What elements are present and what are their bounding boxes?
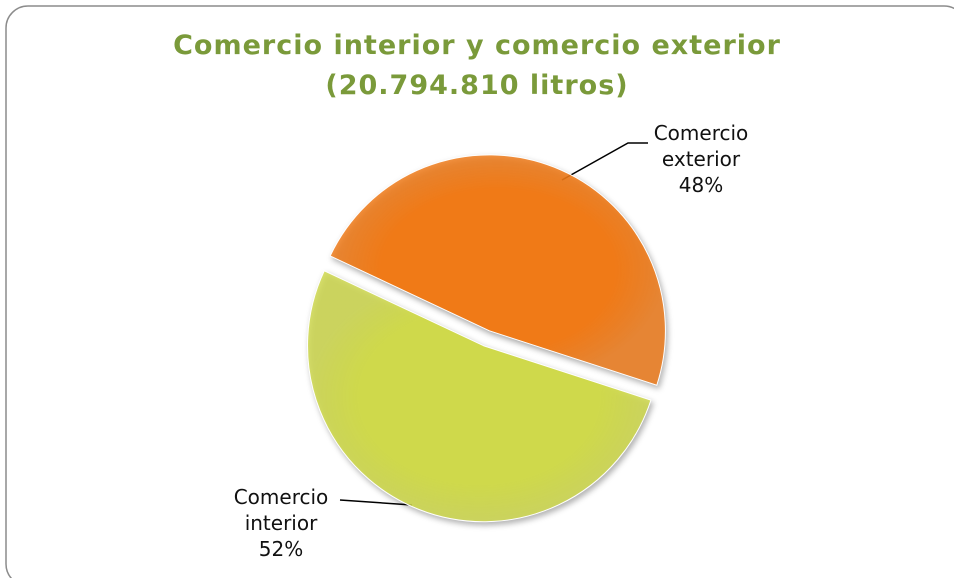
pie-slice — [307, 270, 652, 523]
slice-label: Comercio interior — [233, 485, 329, 535]
slice-value-label: 52% — [258, 537, 304, 561]
slice-value-label: 48% — [678, 173, 724, 197]
chart-subtitle: (20.794.810 litros) — [325, 70, 629, 101]
leader-line — [561, 142, 648, 181]
slice-label: Comercio exterior — [653, 121, 749, 171]
chart-title: Comercio interior y comercio exterior — [173, 30, 781, 61]
leader-line — [339, 499, 413, 506]
pie-slice — [329, 154, 666, 386]
